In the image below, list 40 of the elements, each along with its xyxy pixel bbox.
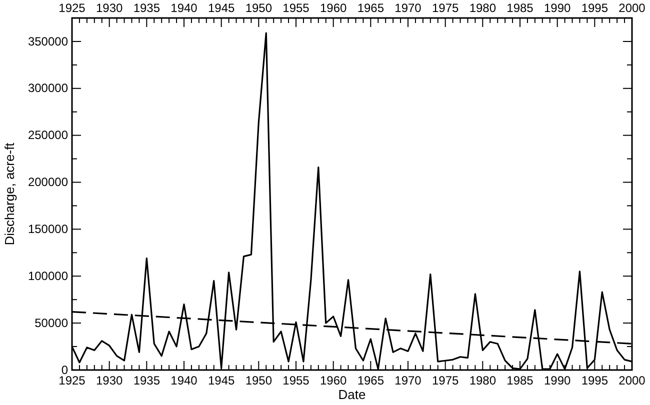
x2-tick-label: 1980	[469, 374, 496, 388]
x-tick-label: 2000	[618, 1, 646, 15]
x2-tick-label: 1990	[544, 374, 572, 388]
x2-tick-label: 1945	[208, 374, 236, 388]
x-tick-label: 1985	[506, 1, 534, 15]
x2-tick-label: 1930	[96, 374, 124, 388]
y-axis-title: Discharge, acre-ft	[2, 142, 17, 246]
x-tick-label: 1935	[133, 1, 160, 15]
y-tick-label: 150000	[28, 222, 68, 236]
y-tick-label: 250000	[28, 128, 68, 142]
x-tick-label: 1965	[357, 1, 384, 15]
x-tick-label: 1930	[96, 1, 124, 15]
y-tick-label: 50000	[34, 316, 68, 330]
x-tick-label: 1945	[208, 1, 236, 15]
x2-tick-label: 1970	[394, 374, 422, 388]
x2-tick-label: 1995	[581, 374, 608, 388]
x2-tick-label: 1985	[506, 374, 534, 388]
x2-tick-label: 1955	[282, 374, 310, 388]
x2-tick-label: 1935	[133, 374, 160, 388]
x-tick-label: 1970	[394, 1, 422, 15]
x-tick-label: 1955	[282, 1, 310, 15]
x-tick-label: 1940	[170, 1, 198, 15]
y-tick-label: 100000	[28, 268, 68, 283]
x2-tick-label: 1960	[320, 374, 348, 388]
x2-tick-label: 2000	[618, 374, 646, 388]
x-tick-label: 1980	[469, 1, 496, 15]
y-tick-label: 300000	[28, 81, 68, 96]
x-tick-label: 1975	[432, 1, 460, 15]
x-tick-label: 1995	[581, 1, 608, 15]
x2-tick-label: 1975	[432, 374, 460, 388]
y-tick-label: 350000	[28, 34, 68, 48]
x2-tick-label: 1950	[245, 374, 272, 388]
x-tick-label: 1960	[320, 1, 348, 15]
x-tick-label: 1950	[245, 1, 272, 15]
y-tick-label: 200000	[28, 175, 68, 190]
x-tick-label: 1925	[58, 1, 86, 15]
x-axis-title: Date	[338, 387, 366, 402]
x2-tick-label: 1940	[170, 374, 198, 388]
x-tick-label: 1990	[544, 1, 572, 15]
x2-tick-label: 1965	[357, 374, 384, 388]
